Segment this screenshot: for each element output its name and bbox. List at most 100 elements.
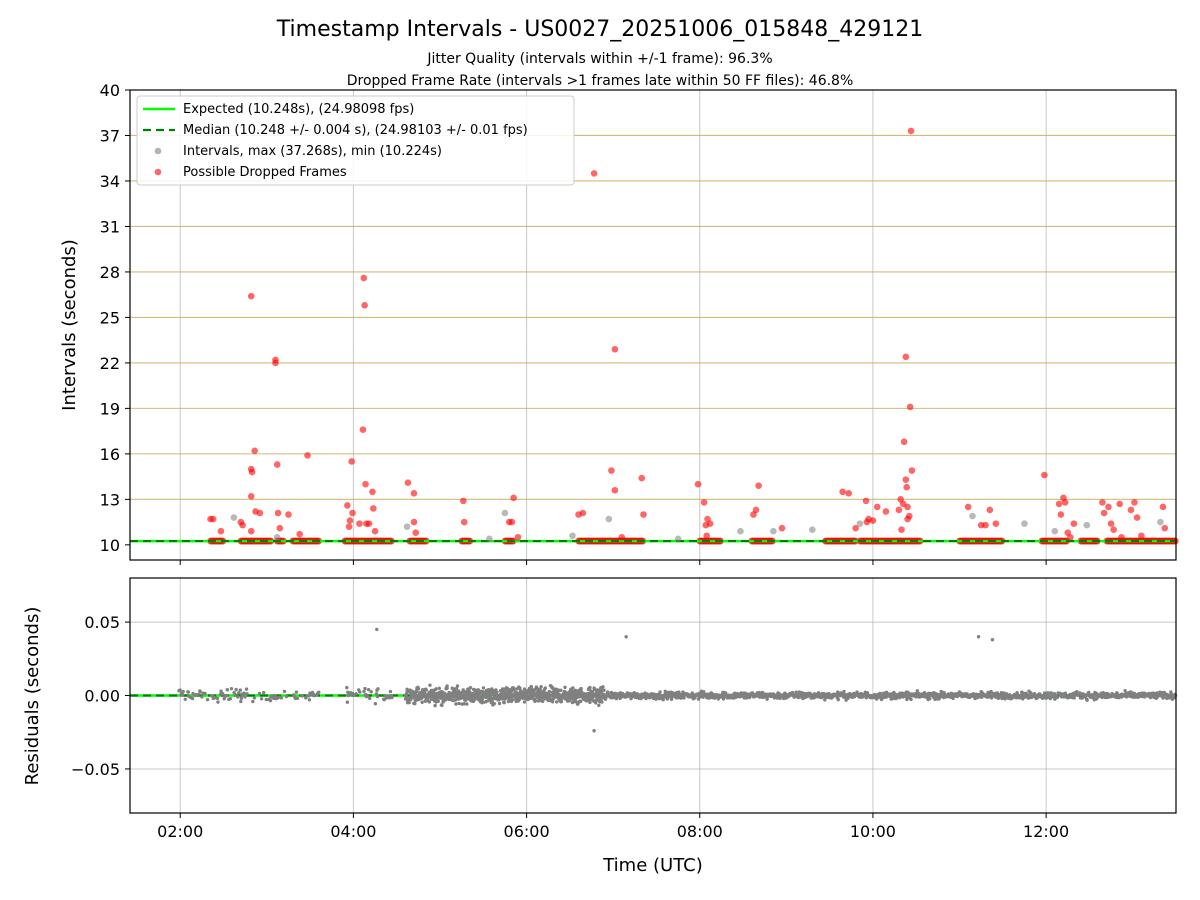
residual-point: [462, 702, 466, 706]
residual-point: [374, 692, 379, 696]
dropped-frame-point: [304, 452, 311, 459]
dropped-frame-point: [906, 403, 914, 411]
intervals-y-ticks: 10 13 16 19 22 25 28 31 34 37 40: [100, 81, 130, 555]
residual-point: [183, 697, 187, 702]
residual-point: [362, 689, 366, 694]
dropped-frame-point: [852, 524, 859, 532]
residual-point: [225, 688, 230, 692]
residual-point: [549, 693, 553, 697]
residual-point: [721, 697, 726, 701]
dropped-frame-point: [365, 520, 373, 527]
residual-point: [563, 685, 567, 690]
dropped-frame-point: [361, 301, 368, 309]
legend-expected-label: Expected (10.248s), (24.98098 fps): [183, 102, 414, 117]
residual-point: [437, 686, 441, 691]
dropped-frame-point: [1067, 533, 1074, 541]
residual-point: [358, 690, 362, 694]
residual-point: [502, 700, 506, 705]
residual-point: [367, 696, 372, 701]
residual-point: [600, 700, 604, 704]
residual-point: [533, 699, 538, 703]
residual-point: [407, 700, 411, 705]
intervals-y-tick-label: 28: [100, 263, 120, 282]
dropped-frame-point: [404, 479, 412, 486]
dropped-frame-point: [371, 527, 379, 535]
residual-point: [522, 700, 527, 704]
dropped-frame-point: [272, 359, 279, 367]
residual-point: [269, 694, 274, 698]
interval-point: [674, 535, 682, 543]
residual-point: [555, 700, 559, 704]
residual-point: [369, 690, 373, 694]
residual-point: [682, 696, 686, 700]
dropped-frame-point: [256, 509, 264, 517]
residual-point: [915, 689, 919, 693]
residual-point: [1161, 695, 1166, 699]
dropped-frame-point: [611, 345, 619, 353]
dropped-frame-point: [274, 509, 282, 517]
residual-point: [464, 697, 469, 701]
residual-point: [233, 692, 237, 697]
residual-point: [282, 689, 287, 694]
dropped-frame-point: [217, 527, 225, 535]
residual-point: [436, 699, 440, 704]
dropped-frame-point: [508, 518, 516, 526]
dropped-frame-point: [276, 524, 284, 532]
dropped-frame-point: [247, 292, 255, 300]
residual-point: [878, 691, 882, 696]
residual-point: [416, 687, 421, 691]
residual-point: [365, 693, 369, 698]
dropped-frame-point: [755, 482, 762, 490]
residual-point: [661, 698, 665, 702]
residual-point: [178, 688, 182, 692]
dropped-frame-point: [356, 520, 363, 527]
intervals-plot-frame: [129, 89, 1177, 561]
residual-point: [571, 700, 576, 704]
dropped-frame-point: [869, 517, 877, 524]
dropped-frame-point: [460, 518, 468, 526]
dropped-frame-point: [908, 467, 916, 474]
dropped-frame-points: [207, 127, 1169, 541]
interval-point: [569, 532, 576, 540]
residuals-x-ticks: 02:00 04:00 06:00 08:00 10:00 12:00: [157, 813, 1069, 841]
residual-point: [445, 686, 449, 690]
dropped-frame-point: [700, 499, 708, 506]
intervals-y-axis-label: Intervals (seconds): [59, 239, 80, 411]
residual-point: [836, 690, 840, 694]
x-tick-label: 02:00: [157, 822, 203, 841]
residual-point: [455, 684, 460, 688]
residual-point: [376, 687, 380, 691]
residual-point: [928, 697, 932, 701]
legend-dropped-swatch: [154, 168, 162, 176]
residual-point: [388, 689, 393, 694]
dropped-frame-point: [1118, 533, 1125, 541]
interval-point: [969, 512, 976, 520]
x-tick-label: 10:00: [850, 822, 896, 841]
interval-point: [403, 523, 411, 530]
residual-point: [1036, 695, 1040, 700]
dropped-frame-point: [359, 426, 367, 433]
dropped-frame-point: [239, 521, 246, 529]
residual-point: [234, 687, 238, 692]
dropped-frame-point: [247, 493, 255, 500]
intervals-y-tick-label: 16: [100, 445, 120, 464]
residual-point: [200, 695, 204, 699]
residual-point: [525, 694, 530, 698]
residual-point: [1052, 691, 1057, 696]
intervals-panel: 10 13 16 19 22 25 28 31 34 37 40 Intervals (second…: [59, 81, 1179, 565]
residuals-y-axis-label: Residuals (seconds): [22, 607, 43, 786]
intervals-y-tick-label: 40: [100, 81, 120, 100]
residual-point: [593, 701, 598, 705]
residual-point: [663, 689, 667, 694]
dropped-frame-point: [640, 511, 647, 518]
residual-point: [294, 690, 299, 694]
residual-point: [836, 697, 841, 702]
residual-point: [1049, 691, 1054, 695]
residual-point: [354, 692, 358, 696]
interval-point: [273, 533, 281, 541]
dropped-frame-point: [882, 508, 890, 515]
residual-point: [512, 687, 516, 692]
residual-point: [251, 699, 255, 704]
residual-point: [696, 697, 701, 701]
dropped-frame-point: [986, 506, 994, 514]
